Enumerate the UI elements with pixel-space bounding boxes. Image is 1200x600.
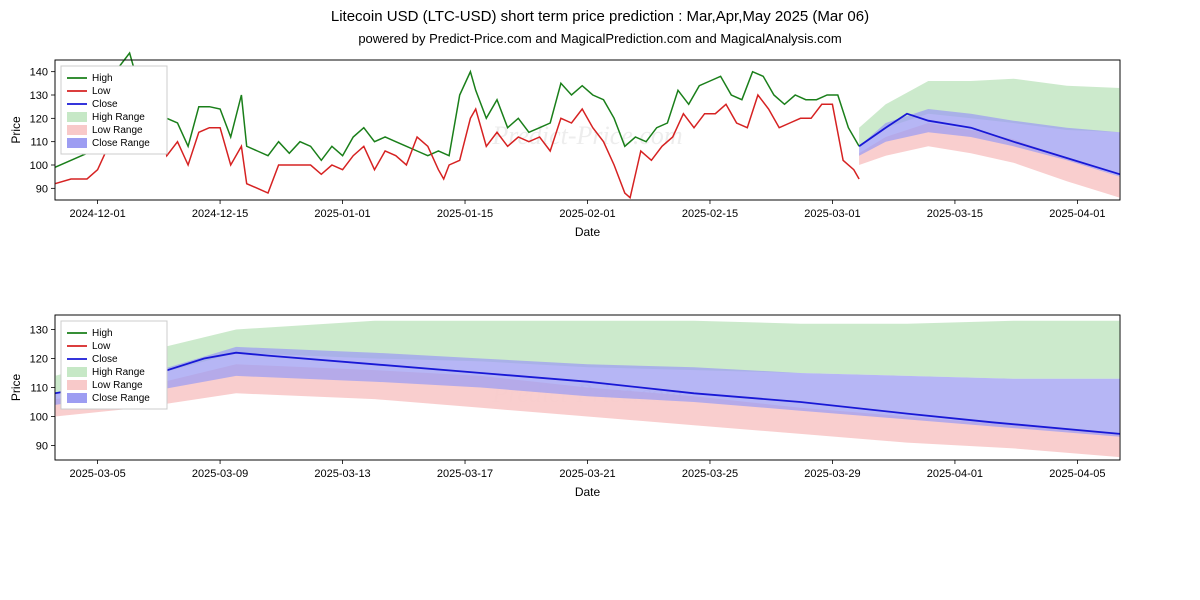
svg-text:120: 120 — [30, 354, 48, 366]
svg-text:2025-03-09: 2025-03-09 — [192, 468, 248, 480]
svg-text:2025-02-01: 2025-02-01 — [559, 208, 615, 220]
svg-text:2025-03-25: 2025-03-25 — [682, 468, 738, 480]
svg-text:2025-04-05: 2025-04-05 — [1049, 468, 1105, 480]
svg-text:2025-03-29: 2025-03-29 — [804, 468, 860, 480]
chart-panel-2: Predict-Price.com90100110120130Price2025… — [0, 305, 1200, 565]
chart-title: Litecoin USD (LTC-USD) short term price … — [0, 0, 1200, 25]
svg-text:110: 110 — [30, 383, 48, 395]
svg-text:100: 100 — [30, 412, 48, 424]
svg-text:Close Range: Close Range — [92, 138, 150, 149]
svg-text:Low: Low — [92, 86, 111, 97]
svg-text:2025-04-01: 2025-04-01 — [1049, 208, 1105, 220]
svg-text:2025-03-13: 2025-03-13 — [314, 468, 370, 480]
svg-text:2025-01-01: 2025-01-01 — [314, 208, 370, 220]
svg-text:Date: Date — [575, 485, 601, 499]
svg-text:Low: Low — [92, 341, 111, 352]
svg-text:Close: Close — [92, 354, 118, 365]
chart-svg-1: Predict-Price.com 90 100 110 120 130 140 Price 2… — [0, 50, 1200, 305]
svg-text:2025-03-01: 2025-03-01 — [804, 208, 860, 220]
svg-text:120: 120 — [30, 113, 48, 125]
svg-text:Close Range: Close Range — [92, 393, 150, 404]
svg-text:High: High — [92, 328, 113, 339]
svg-text:2024-12-15: 2024-12-15 — [192, 208, 248, 220]
svg-text:140: 140 — [30, 67, 48, 79]
svg-text:2025-03-15: 2025-03-15 — [927, 208, 983, 220]
svg-text:2025-02-15: 2025-02-15 — [682, 208, 738, 220]
svg-text:130: 130 — [30, 325, 48, 337]
svg-text:130: 130 — [30, 90, 48, 102]
svg-text:2024-12-01: 2024-12-01 — [69, 208, 125, 220]
svg-text:90: 90 — [36, 441, 48, 453]
svg-text:100: 100 — [30, 160, 48, 172]
svg-text:Date: Date — [575, 225, 601, 239]
svg-text:2025-03-17: 2025-03-17 — [437, 468, 493, 480]
svg-text:110: 110 — [30, 137, 48, 149]
svg-text:Low Range: Low Range — [92, 380, 143, 391]
svg-text:2025-03-05: 2025-03-05 — [69, 468, 125, 480]
svg-text:High Range: High Range — [92, 367, 145, 378]
svg-text:Close: Close — [92, 99, 118, 110]
chart-subtitle: powered by Predict-Price.com and Magical… — [0, 25, 1200, 50]
svg-text:Price: Price — [9, 116, 23, 144]
svg-text:High: High — [92, 73, 113, 84]
svg-text:2025-01-15: 2025-01-15 — [437, 208, 493, 220]
svg-text:2025-03-21: 2025-03-21 — [559, 468, 615, 480]
svg-text:Price: Price — [9, 374, 23, 402]
svg-text:90: 90 — [36, 183, 48, 195]
chart-panel-1: Predict-Price.com 90 100 110 120 130 140 Price 2… — [0, 50, 1200, 305]
svg-text:Low Range: Low Range — [92, 125, 143, 136]
svg-text:2025-04-01: 2025-04-01 — [927, 468, 983, 480]
svg-text:High Range: High Range — [92, 112, 145, 123]
svg-text:Predict-Price.com: Predict-Price.com — [491, 121, 682, 150]
chart-svg-2: Predict-Price.com90100110120130Price2025… — [0, 305, 1200, 565]
